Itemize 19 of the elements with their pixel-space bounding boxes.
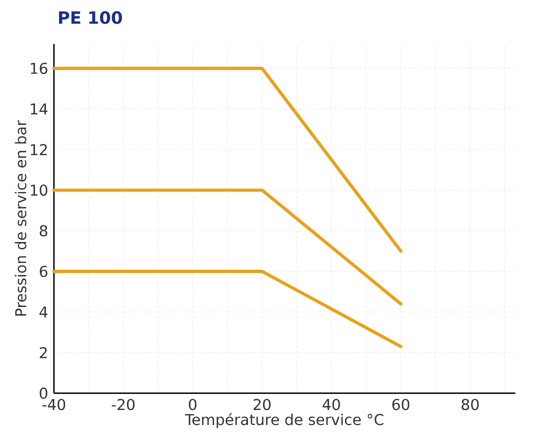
y-tick-label: 10 (30, 184, 48, 196)
y-tick-label: 16 (30, 62, 48, 74)
x-tick-label: 60 (392, 398, 410, 410)
x-tick-label: 80 (462, 398, 479, 410)
y-tick-label: 12 (30, 144, 47, 155)
y-tick-label: 6 (40, 266, 48, 277)
x-tick-label: -40 (42, 398, 66, 410)
y-tick-label: 14 (30, 103, 48, 114)
x-tick-label: 0 (188, 398, 196, 410)
x-axis-title: Température de service °C (184, 412, 384, 428)
y-tick-label: 8 (40, 224, 48, 236)
y-axis-title: Pression de service en bar (14, 120, 26, 316)
chart-title: PE 100 (59, 11, 122, 24)
y-tick-label: 0 (40, 387, 48, 399)
y-tick-label: 2 (40, 346, 47, 358)
y-tick-label: 4 (40, 306, 48, 318)
x-tick-label: 20 (254, 398, 271, 410)
x-tick-label: 40 (322, 398, 340, 410)
x-tick-label: -20 (112, 398, 135, 410)
